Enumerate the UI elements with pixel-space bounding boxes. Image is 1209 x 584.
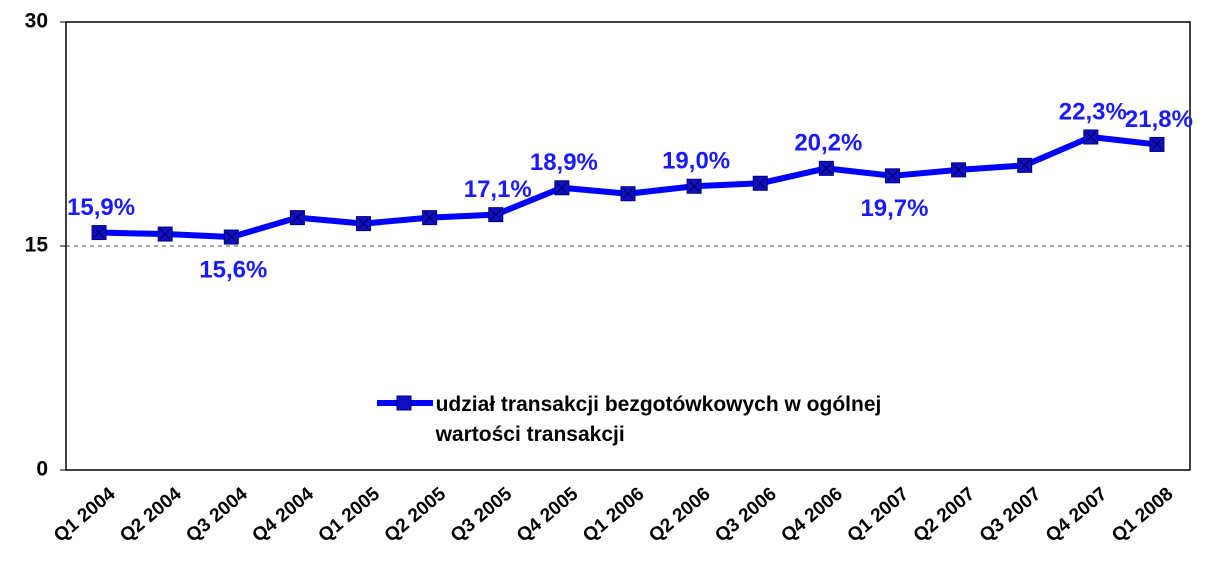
y-tick-label: 30 [25, 10, 48, 33]
y-tick-label: 0 [36, 458, 48, 481]
x-tick-label: Q4 2006 [777, 484, 846, 547]
marker-cross [424, 212, 436, 223]
marker-cross [1019, 160, 1031, 171]
marker-cross [953, 164, 964, 176]
data-label: 18,9% [530, 149, 598, 176]
x-tick-label: Q3 2005 [447, 483, 517, 546]
y-tick-label: 15 [25, 234, 49, 257]
marker-cross [358, 218, 369, 229]
marker-cross [754, 177, 766, 189]
data-label: 20,2% [794, 130, 862, 157]
marker-cross [556, 182, 568, 194]
data-label: 15,6% [199, 256, 267, 283]
x-tick-label: Q2 2007 [910, 484, 979, 547]
x-tick-label: Q3 2007 [976, 484, 1045, 547]
x-tick-label: Q1 2006 [579, 484, 648, 547]
marker-cross [490, 209, 502, 220]
x-tick-label: Q2 2006 [645, 484, 714, 547]
marker-cross [225, 231, 237, 243]
marker-cross [159, 228, 171, 240]
marker-cross [887, 170, 898, 182]
x-tick-label: Q1 2004 [50, 483, 120, 546]
x-tick-label: Q1 2007 [844, 484, 913, 547]
x-tick-label: Q2 2004 [116, 483, 186, 546]
x-tick-label: Q1 2008 [1108, 484, 1177, 547]
x-tick-label: Q3 2006 [711, 484, 780, 547]
data-label: 19,7% [860, 195, 928, 222]
x-tick-label: Q3 2004 [182, 483, 252, 546]
x-tick-label: Q2 2005 [381, 483, 451, 546]
legend-swatch [377, 395, 433, 411]
x-tick-label: Q4 2004 [249, 483, 319, 546]
data-label: 19,0% [662, 148, 730, 175]
marker-cross [688, 180, 700, 192]
x-tick-label: Q4 2007 [1042, 484, 1111, 547]
x-tick-label: Q4 2005 [513, 483, 583, 546]
marker-cross [93, 227, 105, 238]
data-label: 15,9% [67, 194, 135, 221]
legend-label: udział transakcji bezgotówkowych w ogóln… [435, 393, 882, 446]
data-label: 21,8% [1125, 106, 1193, 133]
legend: udział transakcji bezgotówkowych w ogóln… [375, 390, 895, 450]
data-label: 22,3% [1059, 98, 1127, 125]
plot-frame [65, 21, 1191, 471]
marker-cross [1085, 131, 1097, 143]
x-tick-label: Q1 2005 [315, 483, 385, 546]
data-label: 17,1% [464, 176, 532, 203]
marker-cross [1151, 139, 1163, 150]
marker-cross [820, 162, 832, 174]
legend-marker [396, 395, 412, 411]
marker-cross [622, 188, 634, 200]
marker-cross [292, 212, 303, 223]
